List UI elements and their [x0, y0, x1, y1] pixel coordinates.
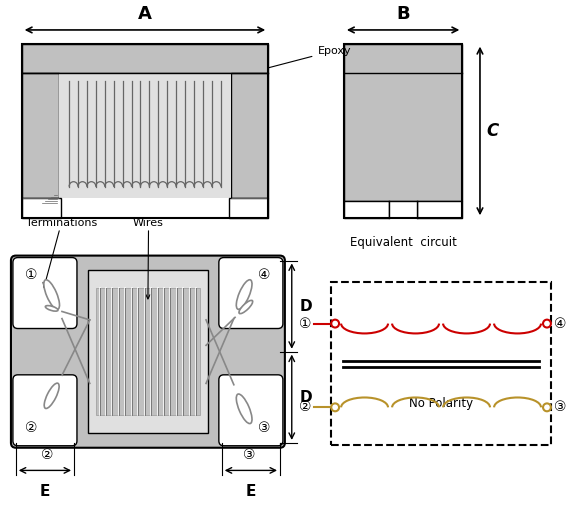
Text: ①: ①	[25, 268, 38, 282]
Text: C: C	[487, 122, 499, 140]
Ellipse shape	[44, 280, 59, 309]
FancyBboxPatch shape	[13, 375, 77, 446]
Ellipse shape	[44, 383, 59, 408]
Bar	[88, 270, 208, 433]
Ellipse shape	[236, 280, 252, 309]
Text: No Polarity: No Polarity	[409, 397, 473, 411]
Bar	[22, 74, 59, 198]
Text: E: E	[246, 484, 256, 499]
Bar	[22, 44, 268, 74]
Bar	[344, 44, 462, 202]
Text: Equivalent  circuit: Equivalent circuit	[349, 236, 456, 249]
Text: Wires: Wires	[133, 218, 164, 299]
Bar	[331, 282, 551, 445]
Bar	[344, 44, 462, 218]
Bar	[22, 198, 61, 218]
Text: ①: ①	[299, 317, 312, 331]
Ellipse shape	[239, 300, 253, 313]
Ellipse shape	[236, 394, 252, 424]
Text: Epoxy: Epoxy	[269, 46, 351, 68]
FancyBboxPatch shape	[219, 258, 283, 329]
Bar	[344, 202, 390, 218]
Bar	[231, 74, 268, 198]
Text: ③: ③	[554, 401, 566, 414]
Text: ②: ②	[25, 421, 38, 435]
Text: Terminations: Terminations	[26, 218, 97, 287]
Text: D: D	[300, 299, 312, 313]
Text: ④: ④	[258, 268, 271, 282]
Text: ②: ②	[299, 401, 312, 414]
Bar	[390, 202, 417, 218]
Text: ③: ③	[243, 448, 255, 461]
FancyBboxPatch shape	[11, 256, 285, 448]
Bar	[22, 44, 268, 218]
Bar	[59, 74, 231, 198]
Bar	[229, 198, 268, 218]
Text: A: A	[138, 5, 152, 23]
Text: ②: ②	[41, 448, 53, 461]
Bar	[96, 288, 200, 415]
Text: B: B	[396, 5, 410, 23]
Text: E: E	[39, 484, 50, 499]
Ellipse shape	[45, 306, 58, 311]
Text: D: D	[300, 390, 312, 405]
Text: ③: ③	[258, 421, 271, 435]
Text: ④: ④	[554, 317, 566, 331]
FancyBboxPatch shape	[13, 258, 77, 329]
Bar	[417, 202, 462, 218]
FancyBboxPatch shape	[219, 375, 283, 446]
